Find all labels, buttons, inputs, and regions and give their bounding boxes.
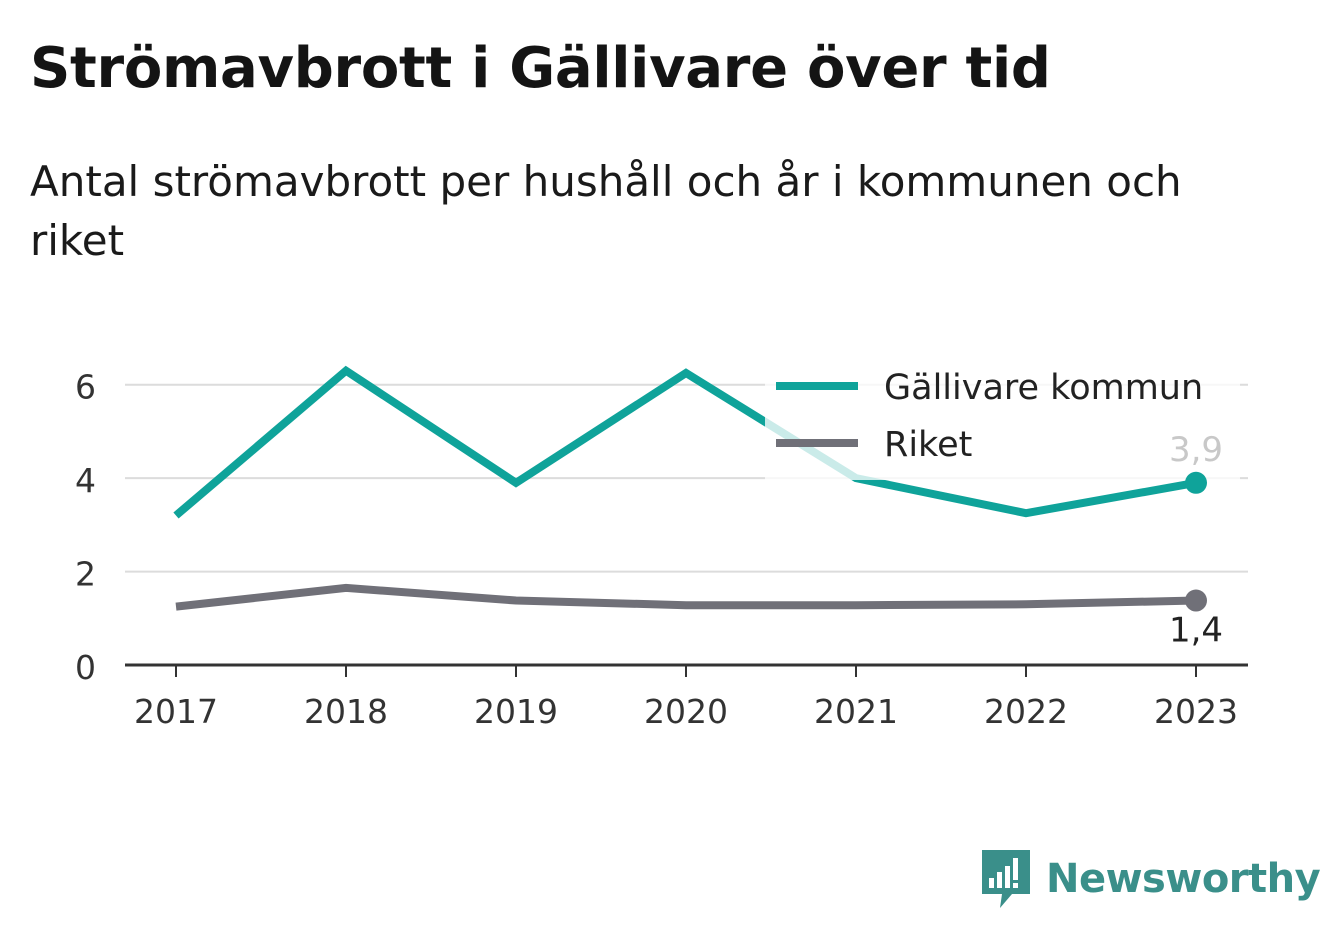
series-line — [175, 583, 1197, 611]
y-axis-ticks: 0 2 4 6 — [75, 368, 96, 687]
x-tick-label: 2019 — [474, 692, 558, 731]
end-labels: 3,9 1,4 — [1169, 430, 1223, 651]
newsworthy-logo-icon — [982, 850, 1030, 908]
series-lines — [173, 365, 1197, 611]
end-value-label: 1,4 — [1169, 611, 1223, 651]
end-point-marker — [1185, 589, 1207, 612]
legend: Gällivare kommun Riket — [765, 360, 1240, 480]
y-tick-label: 6 — [75, 368, 96, 407]
end-value-label: 3,9 — [1169, 430, 1223, 470]
x-tick-label: 2023 — [1154, 692, 1238, 731]
legend-label: Riket — [884, 425, 972, 465]
chart-title: Strömavbrott i Gällivare över tid — [30, 36, 1051, 101]
legend-label: Gällivare kommun — [884, 368, 1203, 408]
x-axis-ticks: 2017 2018 2019 2020 2021 2022 2023 — [134, 665, 1238, 731]
x-tick-label: 2018 — [304, 692, 388, 731]
chart-subtitle: Antal strömavbrott per hushåll och år i … — [30, 157, 1182, 265]
y-tick-label: 0 — [75, 648, 96, 687]
x-tick-label: 2022 — [984, 692, 1068, 731]
x-tick-label: 2021 — [814, 692, 898, 731]
y-tick-label: 2 — [75, 555, 96, 594]
x-tick-label: 2017 — [134, 692, 218, 731]
series-line — [173, 365, 1197, 519]
legend-background — [765, 360, 1240, 480]
end-point-marker — [1185, 471, 1207, 494]
brand-name: Newsworthy — [1046, 856, 1321, 902]
x-tick-label: 2020 — [644, 692, 728, 731]
newsworthy-brand: Newsworthy — [980, 848, 1321, 910]
y-tick-label: 4 — [75, 461, 96, 500]
